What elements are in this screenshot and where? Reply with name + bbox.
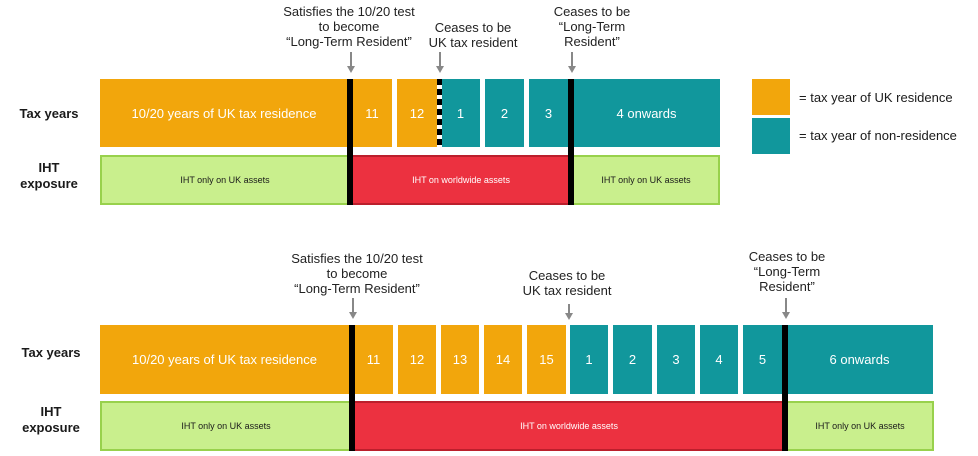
tax-block-initial-residence: 10/20 years of UK tax residence (100, 325, 349, 394)
legend-swatch-non-residence (752, 118, 790, 154)
tax-year-box: 11 (352, 79, 392, 147)
tax-year-box: 13 (441, 325, 479, 394)
row-label-tax-years: Tax years (19, 106, 79, 121)
arrowhead-ceases-uk (565, 313, 573, 320)
legend-label-non-residence: = tax year of non-residence (799, 128, 957, 143)
annotation-satisfies-test: Satisfies the 10/20 test to become “Long… (291, 251, 423, 296)
tax-year-box: 1 (441, 79, 480, 147)
row-label-tax-years: Tax years (21, 345, 81, 360)
row-label-iht-exposure: IHT exposure (20, 160, 78, 191)
annotation-ceases-ltr: Ceases to be “Long-Term Resident” (553, 4, 631, 49)
annotation-ceases-uk-resident: Ceases to be UK tax resident (428, 20, 518, 50)
tax-block-onwards: 6 onwards (786, 325, 933, 394)
tax-year-box: 14 (484, 325, 522, 394)
marker-ceases-uk-resident (437, 79, 442, 147)
annotation-ceases-uk-resident: Ceases to be UK tax resident (522, 268, 612, 298)
iht-uk-assets-only: IHT only on UK assets (100, 155, 350, 205)
arrowhead-test (349, 312, 357, 319)
annotation-ceases-ltr: Ceases to be “Long-Term Resident” (748, 249, 826, 294)
iht-worldwide-assets: IHT on worldwide assets (350, 155, 572, 205)
marker-long-term-resident-start (347, 79, 353, 205)
arrow-test (352, 298, 354, 312)
marker-long-term-resident-start (349, 325, 355, 451)
arrowhead-ceases-ltr (782, 312, 790, 319)
annotation-satisfies-test: Satisfies the 10/20 test to become “Long… (283, 4, 415, 49)
tax-year-box: 2 (485, 79, 524, 147)
marker-long-term-resident-end (782, 325, 788, 451)
arrow-test (350, 52, 352, 66)
tax-year-box: 2 (613, 325, 652, 394)
tax-block-initial-residence: 10/20 years of UK tax residence (100, 79, 348, 147)
tax-block-onwards: 4 onwards (573, 79, 720, 147)
tax-year-box: 5 (743, 325, 782, 394)
tax-year-box: 12 (397, 79, 437, 147)
marker-long-term-resident-end (568, 79, 574, 205)
arrowhead-ceases-uk (436, 66, 444, 73)
tax-year-box: 3 (529, 79, 568, 147)
iht-uk-assets-only: IHT only on UK assets (100, 401, 352, 451)
arrowhead-test (347, 66, 355, 73)
iht-worldwide-assets: IHT on worldwide assets (352, 401, 786, 451)
iht-uk-assets-only: IHT only on UK assets (786, 401, 934, 451)
tax-year-box: 3 (657, 325, 695, 394)
legend-swatch-uk-residence (752, 79, 790, 115)
arrow-ceases-uk (568, 304, 570, 313)
arrow-ceases-ltr (785, 298, 787, 312)
arrow-ceases-uk (439, 52, 441, 66)
arrow-ceases-ltr (571, 52, 573, 66)
row-label-iht-exposure: IHT exposure (22, 404, 80, 435)
tax-year-box: 4 (700, 325, 738, 394)
iht-uk-assets-only: IHT only on UK assets (572, 155, 720, 205)
tax-year-box: 12 (398, 325, 436, 394)
legend-label-uk-residence: = tax year of UK residence (799, 90, 953, 105)
arrowhead-ceases-ltr (568, 66, 576, 73)
tax-year-box: 15 (527, 325, 566, 394)
tax-year-box: 11 (354, 325, 393, 394)
tax-year-box: 1 (570, 325, 608, 394)
